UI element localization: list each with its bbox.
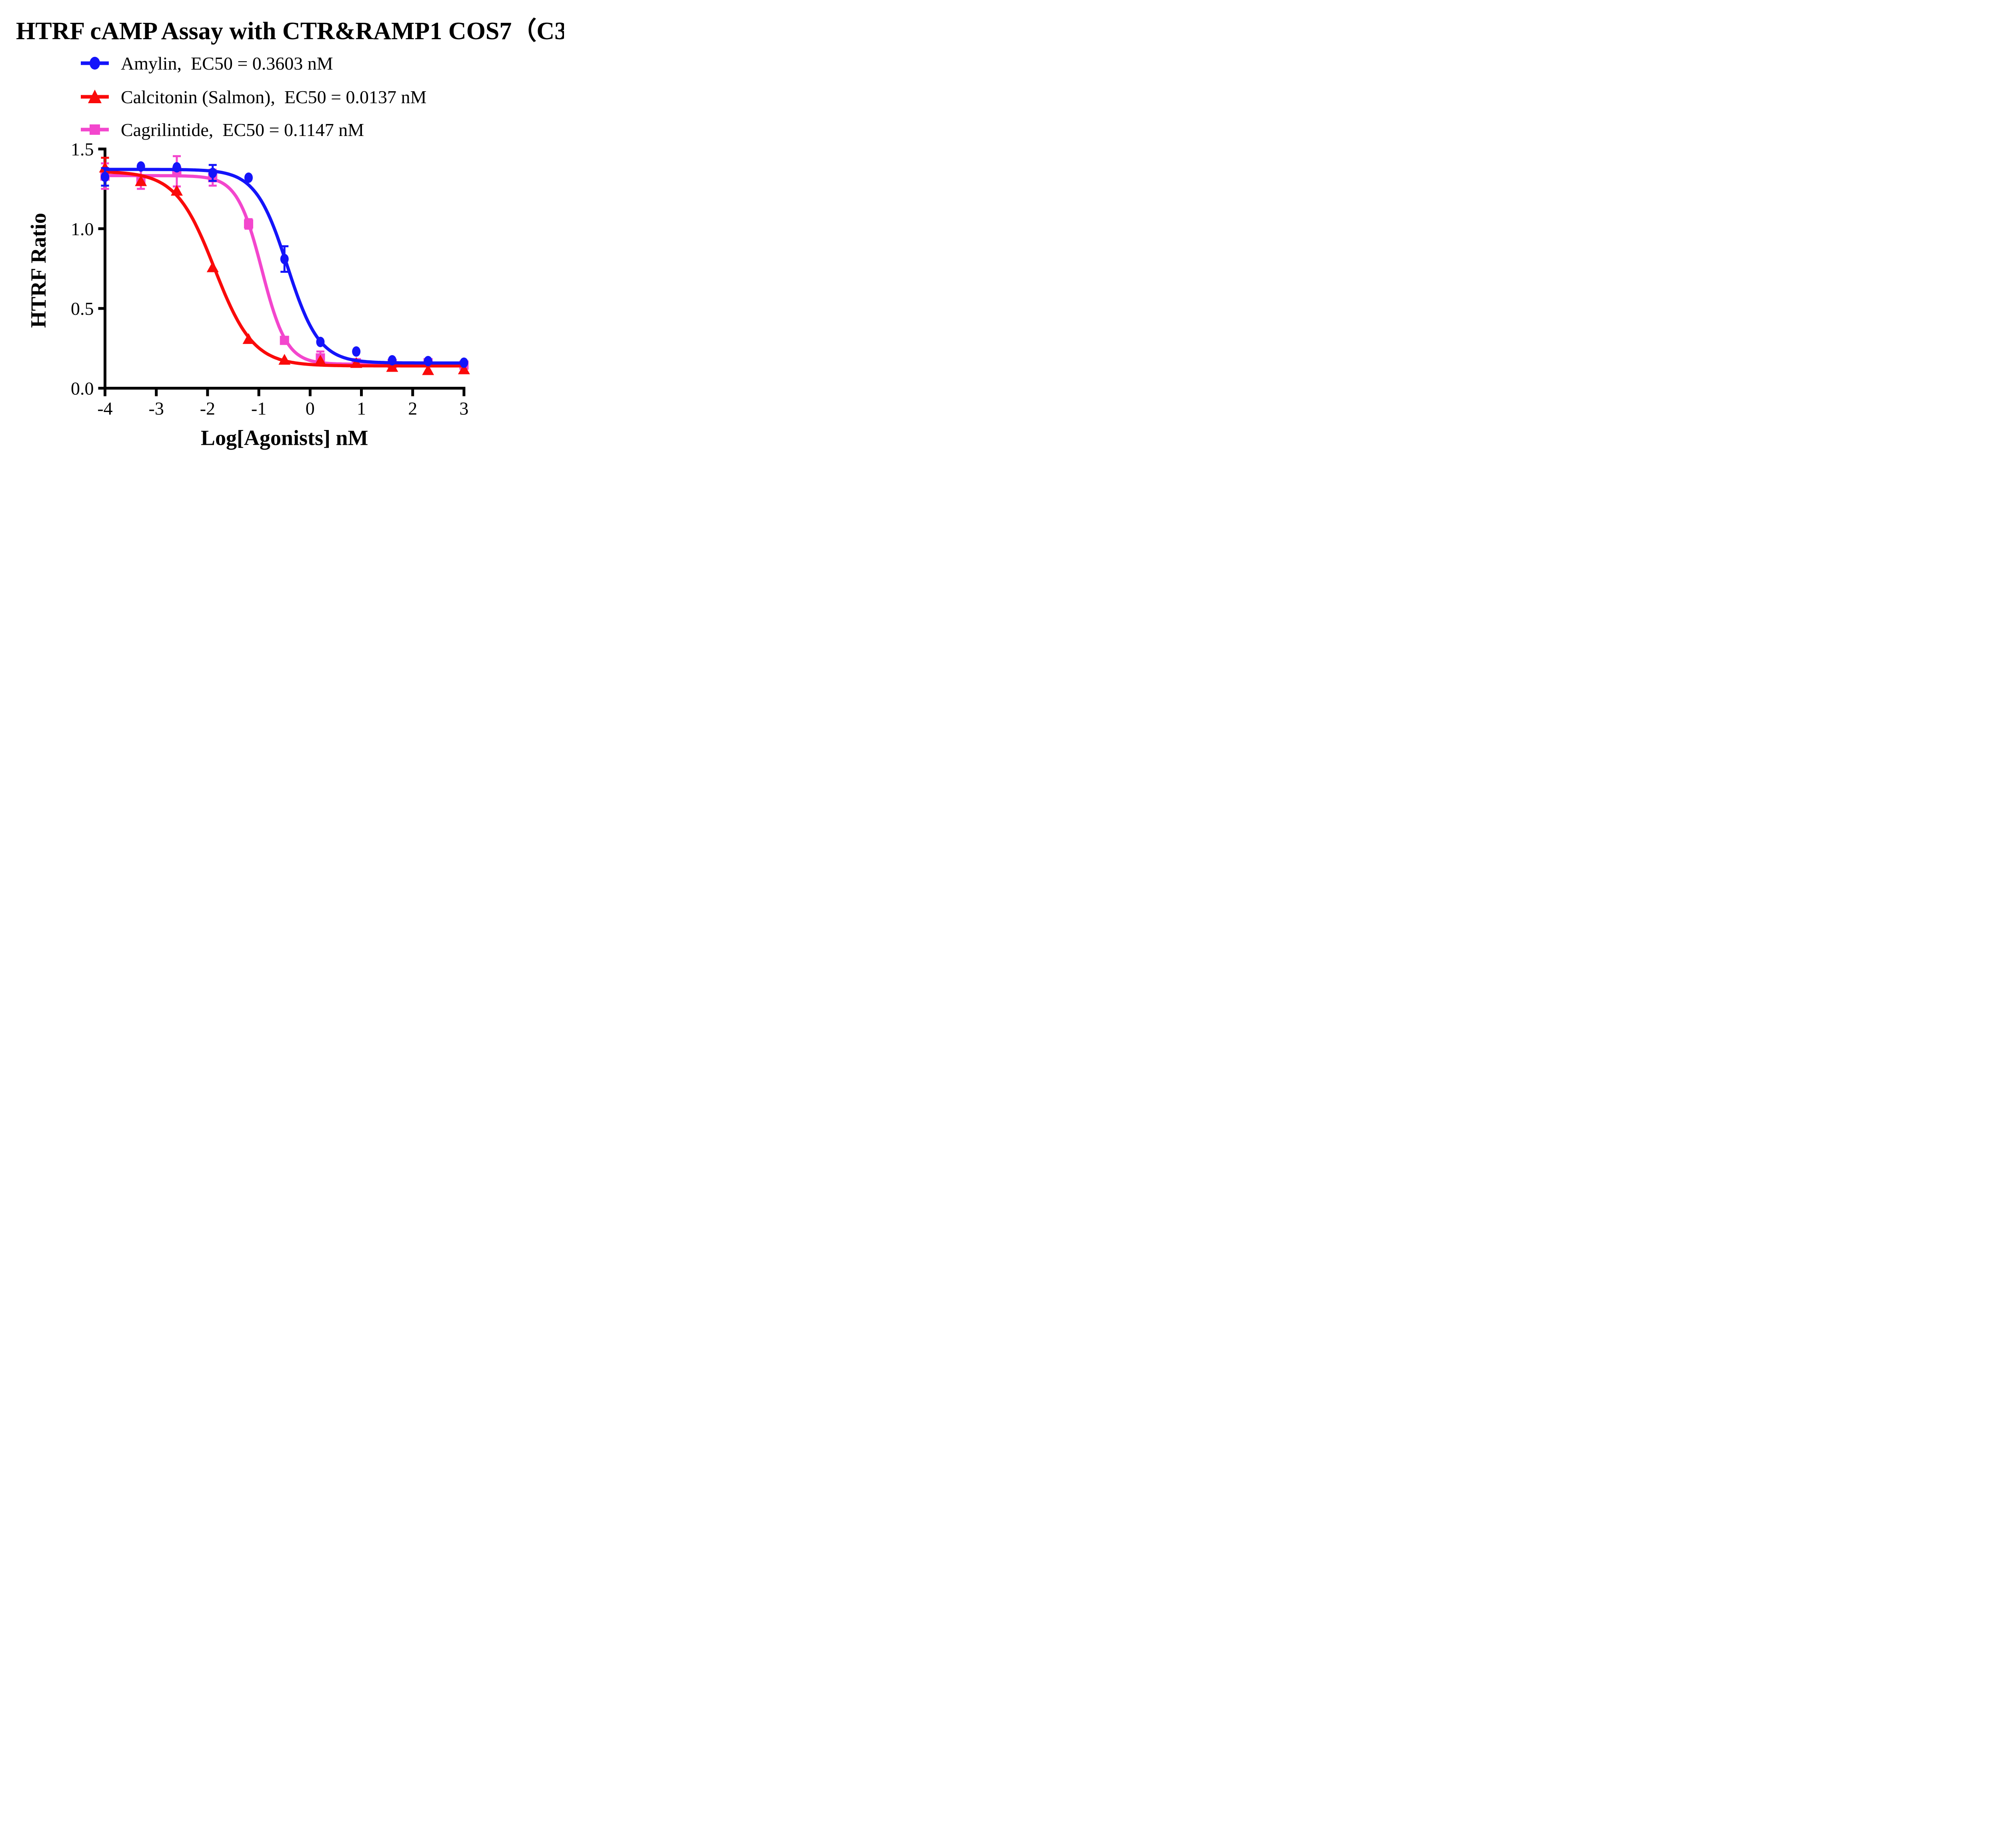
legend-label-cagrilintide: Cagrilintide, EC50 = 0.1147 nM (121, 119, 364, 140)
data-point-circle (388, 355, 396, 366)
data-point-triangle (458, 363, 470, 374)
x-tick-label-1: 1 (357, 398, 366, 419)
data-point-triangle (206, 261, 219, 272)
data-point-triangle (170, 185, 183, 196)
x-tick-label--2: -2 (200, 398, 215, 419)
y-tick-label-0.5: 0.5 (71, 298, 94, 319)
error-bars (101, 164, 289, 273)
chart-title: HTRF cAMP Assay with CTR&RAMP1 COS7（C34） (16, 18, 564, 45)
data-point-triangle (242, 333, 255, 344)
data-point-triangle (135, 175, 147, 186)
calcitonin-triangle-marker-icon (81, 90, 109, 103)
series-calcitonin-salmon- (99, 156, 470, 375)
x-tick-label-2: 2 (408, 398, 417, 419)
data-point-circle (352, 346, 361, 357)
y-tick-label-1.5: 1.5 (71, 139, 94, 159)
data-point-square (280, 336, 289, 345)
legend-item-cagrilintide: Cagrilintide, EC50 = 0.1147 nM (80, 118, 364, 142)
data-point-circle (244, 172, 253, 183)
data-point-triangle (386, 361, 398, 372)
data-point-circle (316, 336, 325, 347)
x-axis-title: Log[Agonists] nM (201, 426, 368, 450)
x-tick-label-3: 3 (459, 398, 468, 419)
data-point-circle (136, 161, 145, 172)
x-tick-label-0: 0 (306, 398, 315, 419)
data-point-triangle (350, 357, 362, 368)
data-point-circle (208, 168, 217, 178)
data-point-circle (172, 162, 181, 173)
figure-canvas: -4 -3 -2 -1 0 1 2 3 0.0 0.5 1.0 1.5 Log[Agonists] nM… (0, 0, 564, 462)
data-point-square (244, 219, 253, 229)
legend-label-calcitonin: Calcitonin (Salmon), EC50 = 0.0137 nM (121, 86, 427, 107)
series-amylin (101, 161, 468, 368)
dose-response-chart: -4 -3 -2 -1 0 1 2 3 0.0 0.5 1.0 1.5 Log[Agonists] nM… (26, 139, 470, 450)
data-point-triangle (422, 364, 434, 375)
y-tick-label-0.0: 0.0 (71, 378, 94, 399)
y-tick-label-1.0: 1.0 (71, 219, 94, 239)
cagrilintide-square-marker-icon (81, 124, 109, 135)
data-point-circle (280, 254, 289, 264)
data-point-triangle (278, 354, 291, 365)
legend-item-amylin: Amylin, EC50 = 0.3603 nM (80, 51, 333, 75)
tick-labels: -4 -3 -2 -1 0 1 2 3 0.0 0.5 1.0 1.5 (71, 139, 468, 418)
legend-item-calcitonin: Calcitonin (Salmon), EC50 = 0.0137 nM (80, 85, 426, 109)
data-point-triangle (314, 354, 326, 366)
data-point-circle (424, 356, 432, 366)
legend-label-amylin: Amylin, EC50 = 0.3603 nM (121, 53, 333, 74)
amylin-circle-marker-icon (81, 57, 109, 70)
data-point-circle (101, 172, 109, 182)
y-axis-title: HTRF Ratio (26, 213, 50, 328)
x-tick-label--3: -3 (149, 398, 164, 419)
x-tick-label--4: -4 (97, 398, 112, 419)
x-tick-label--1: -1 (251, 398, 266, 419)
data-point-circle (460, 357, 468, 368)
